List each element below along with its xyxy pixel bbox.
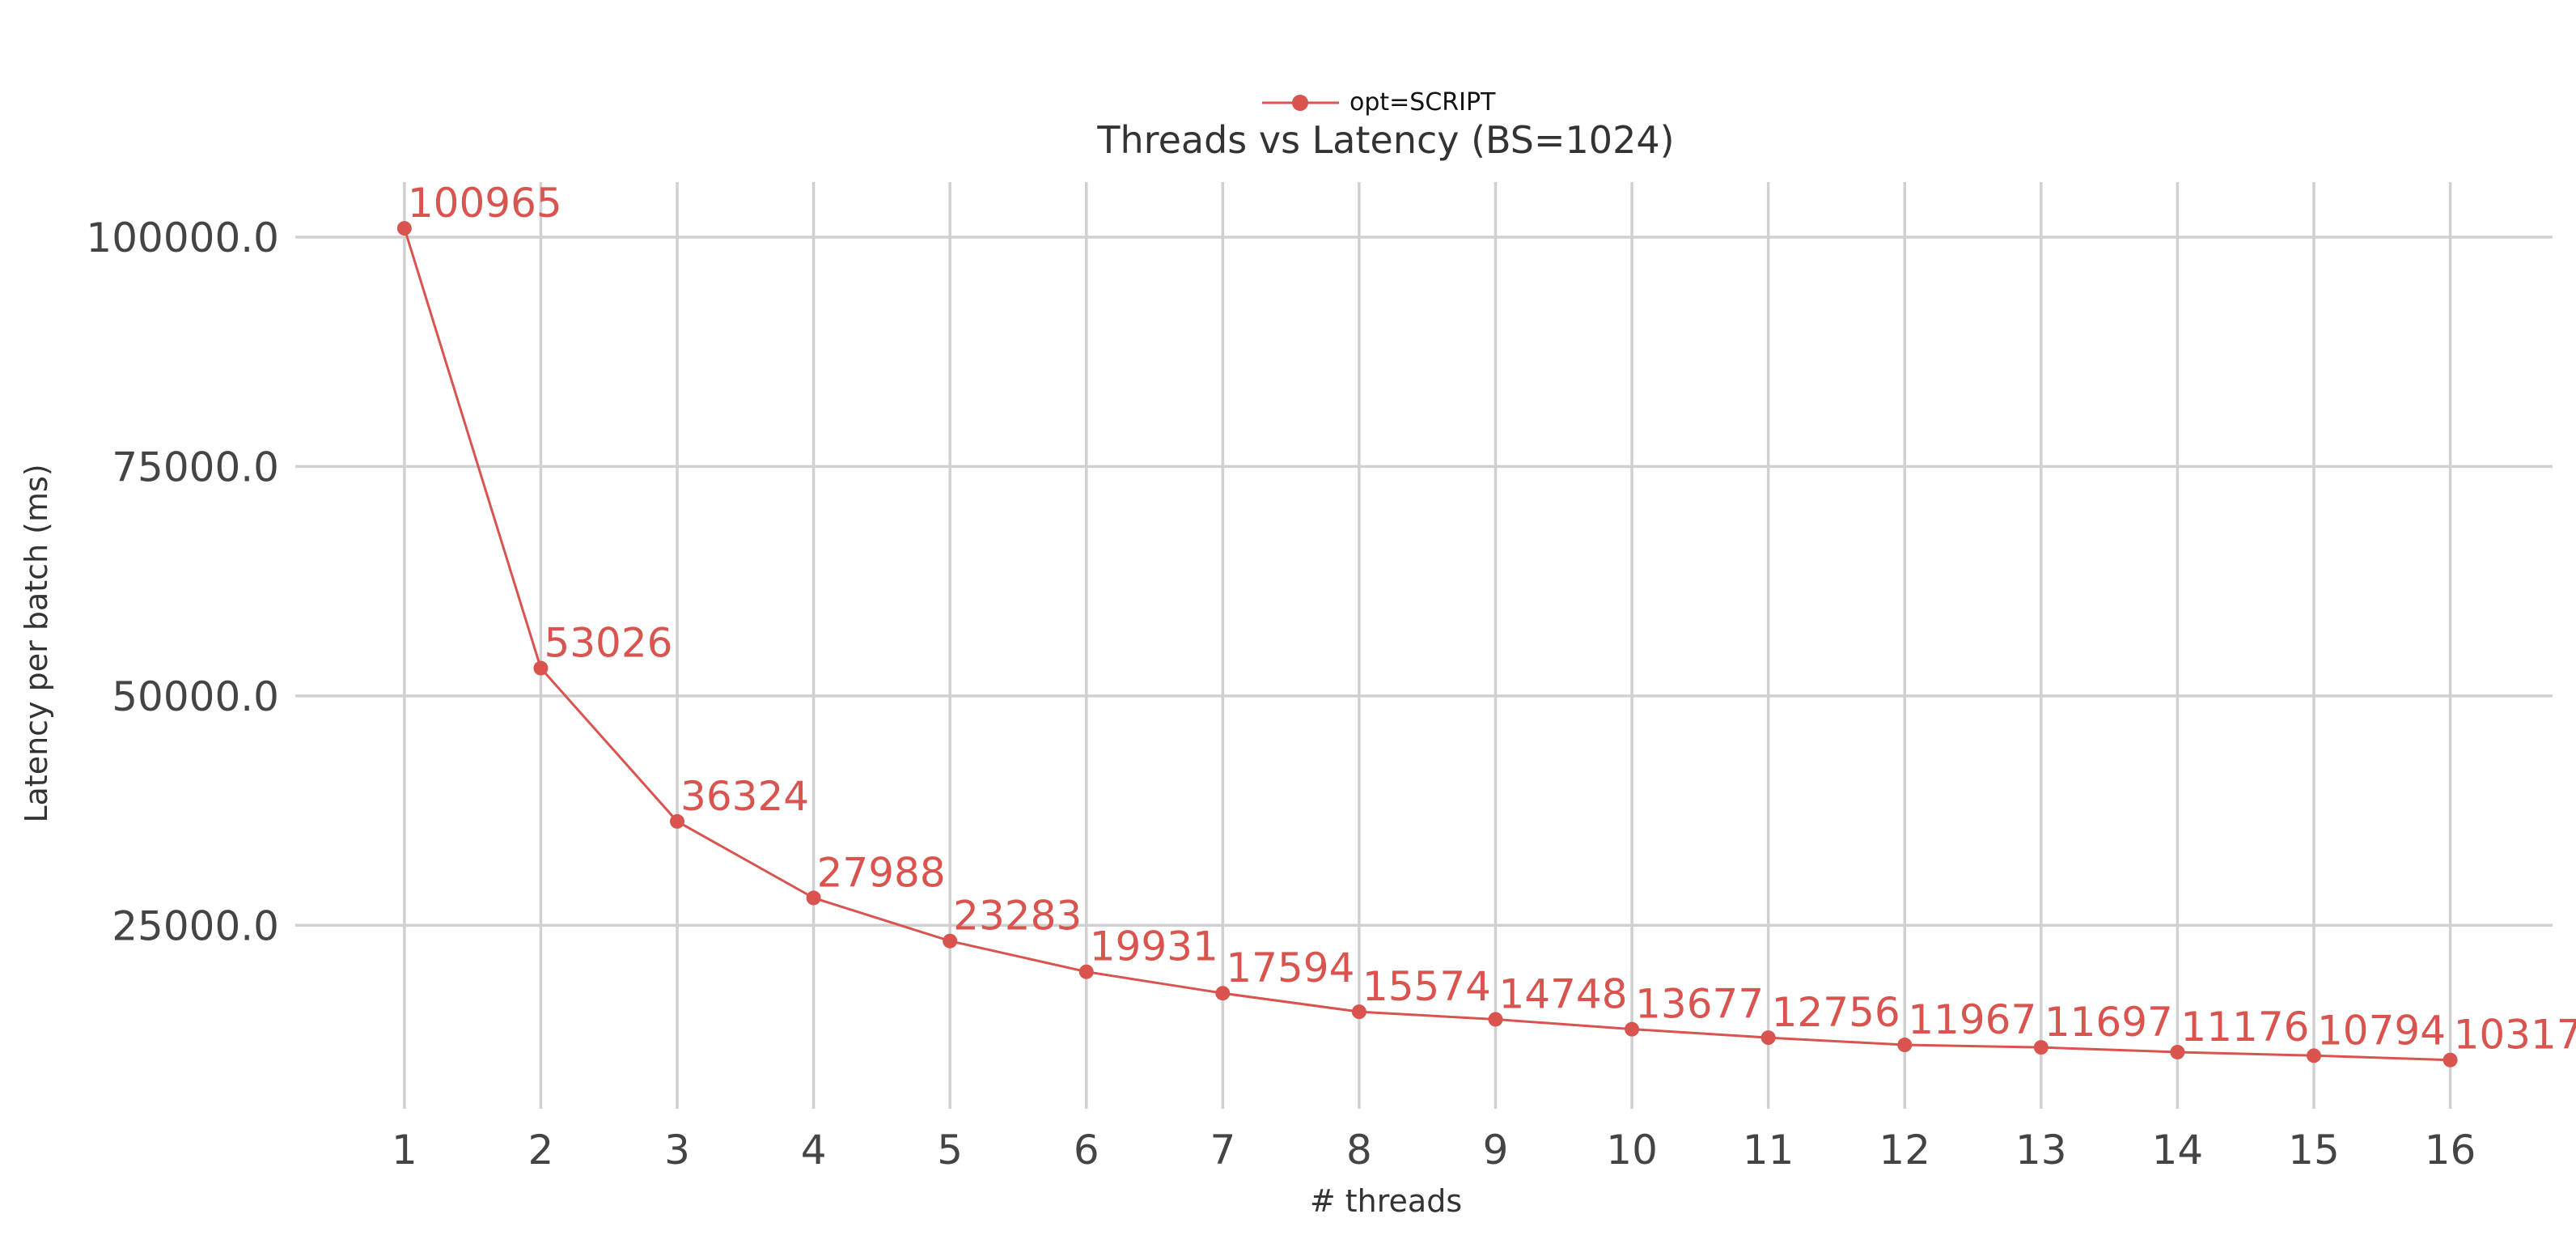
data-point <box>2033 1040 2049 1055</box>
data-label: 27988 <box>817 849 946 896</box>
data-label: 10317 <box>2454 1012 2576 1059</box>
grid-layer <box>295 182 2553 1109</box>
legend-marker-swatch <box>1292 95 1308 111</box>
data-point <box>1897 1038 1913 1053</box>
data-label: 12756 <box>1772 989 1900 1036</box>
data-point <box>2306 1048 2321 1063</box>
x-tick-label: 7 <box>1210 1127 1235 1174</box>
x-tick-label: 13 <box>2015 1127 2067 1174</box>
data-point <box>1760 1030 1776 1046</box>
data-label: 17594 <box>1226 944 1354 991</box>
data-label: 11697 <box>2044 999 2173 1046</box>
data-label: 53026 <box>544 620 672 667</box>
data-point <box>396 221 412 236</box>
data-point-layer <box>396 221 2458 1068</box>
y-tick-label: 25000.0 <box>112 902 279 949</box>
data-point <box>1078 964 1094 979</box>
x-tick-label: 8 <box>1346 1127 1372 1174</box>
x-tick-label: 3 <box>664 1127 690 1174</box>
y-axis-title: Latency per batch (ms) <box>19 464 54 822</box>
data-label: 11967 <box>1908 996 2036 1043</box>
legend: opt=SCRIPT <box>1262 88 1496 117</box>
series-line <box>403 227 2451 1062</box>
x-axis-title: # threads <box>1310 1183 1462 1219</box>
x-tick-label: 15 <box>2288 1127 2340 1174</box>
data-label: 19931 <box>1090 923 1218 970</box>
y-tick-label: 75000.0 <box>112 444 279 490</box>
data-point <box>2170 1044 2185 1059</box>
legend-label: opt=SCRIPT <box>1349 88 1496 117</box>
y-tick-label: 100000.0 <box>86 214 279 261</box>
x-tick-label: 16 <box>2425 1127 2476 1174</box>
chart-title: Threads vs Latency (BS=1024) <box>1096 118 1674 162</box>
data-point <box>533 660 549 676</box>
data-point <box>943 933 958 949</box>
x-tick-label: 1 <box>392 1127 417 1174</box>
x-tick-label: 9 <box>1483 1127 1509 1174</box>
y-tick-label: 50000.0 <box>112 673 279 720</box>
data-label: 13677 <box>1635 981 1764 1028</box>
data-label: 100965 <box>408 180 562 227</box>
data-label: 11176 <box>2180 1004 2309 1051</box>
x-tick-label: 6 <box>1074 1127 1099 1174</box>
x-tick-label: 12 <box>1879 1127 1930 1174</box>
data-label: 14748 <box>1499 970 1628 1017</box>
data-label: 23283 <box>953 893 1082 940</box>
data-point <box>1488 1012 1503 1027</box>
data-point <box>1351 1004 1366 1020</box>
data-point <box>2443 1052 2458 1068</box>
data-point <box>1215 986 1231 1001</box>
data-point <box>806 890 821 906</box>
series-line-layer <box>403 227 2451 1062</box>
data-label: 36324 <box>680 773 809 820</box>
data-point <box>1625 1021 1640 1037</box>
x-tick-label: 11 <box>1743 1127 1794 1174</box>
x-tick-label: 2 <box>528 1127 554 1174</box>
data-label: 15574 <box>1362 963 1491 1010</box>
x-tick-label: 4 <box>801 1127 827 1174</box>
data-label: 10794 <box>2317 1007 2446 1054</box>
x-tick-label: 10 <box>1606 1127 1658 1174</box>
data-point <box>670 813 685 829</box>
x-tick-label: 14 <box>2152 1127 2204 1174</box>
x-tick-label: 5 <box>937 1127 963 1174</box>
